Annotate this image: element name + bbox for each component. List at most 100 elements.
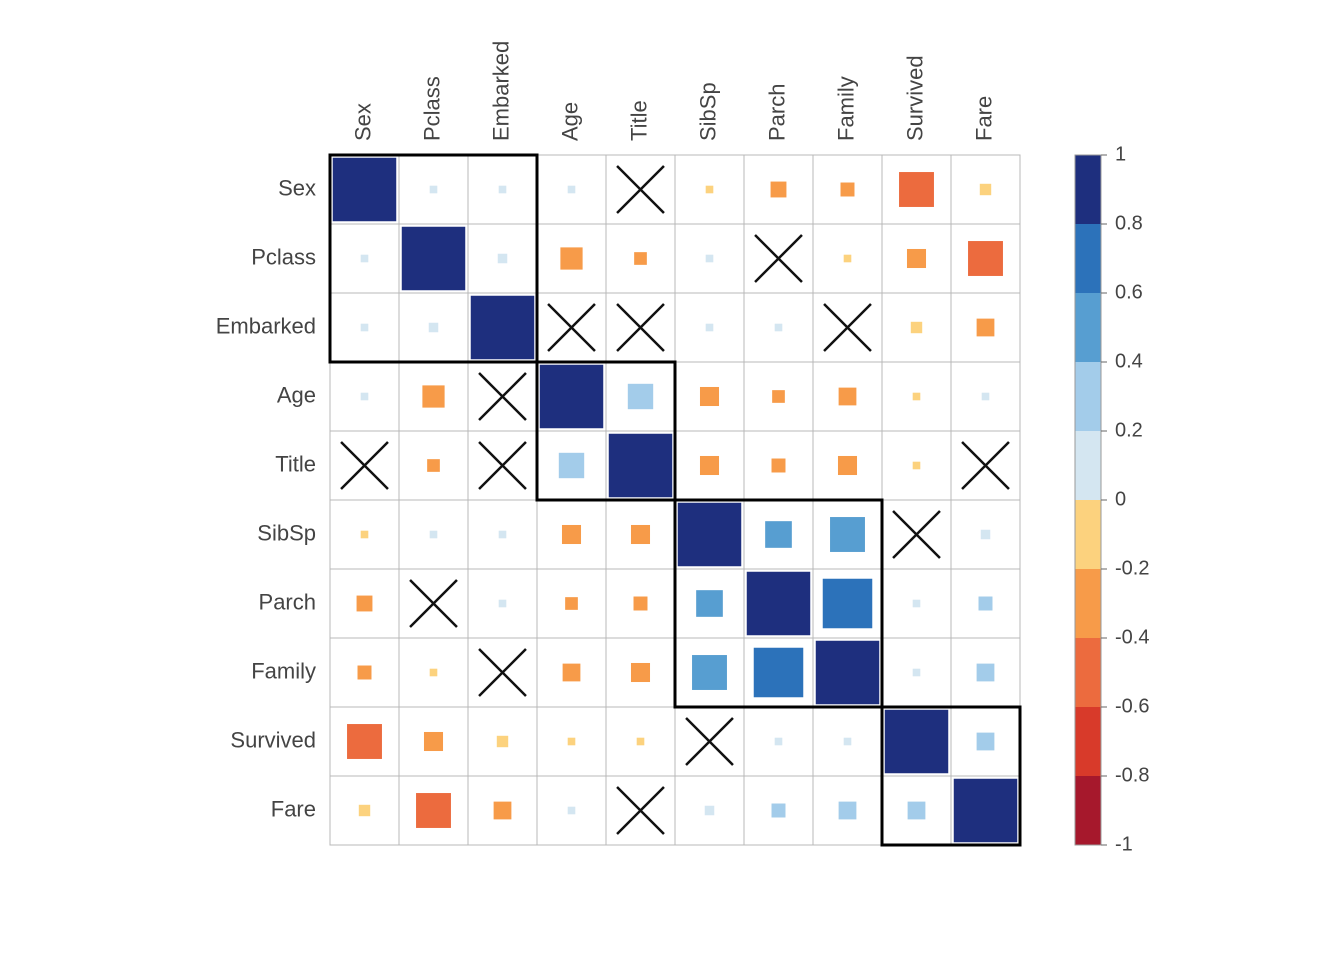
corr-square — [885, 710, 948, 773]
colorbar-segment — [1075, 431, 1101, 501]
corr-square — [357, 596, 373, 612]
corr-square — [494, 802, 512, 820]
corr-square — [913, 393, 921, 401]
row-label: Title — [275, 451, 316, 476]
corr-square — [471, 296, 534, 359]
corr-square — [565, 597, 578, 610]
row-label: Age — [277, 382, 316, 407]
corr-square — [775, 738, 783, 746]
corr-square — [839, 802, 857, 820]
corr-square — [333, 158, 396, 221]
corr-square — [772, 804, 786, 818]
corr-square — [427, 459, 440, 472]
corr-square — [540, 365, 603, 428]
corr-square — [559, 453, 584, 478]
corr-square — [765, 521, 792, 548]
colorbar-segment — [1075, 776, 1101, 846]
corr-square — [705, 806, 715, 816]
corr-square — [907, 249, 926, 268]
col-label: Age — [557, 102, 582, 141]
corr-square — [908, 802, 926, 820]
colorbar-tick-label: 0.2 — [1115, 419, 1143, 441]
corr-square — [563, 664, 581, 682]
colorbar-segment — [1075, 707, 1101, 777]
corr-square — [631, 663, 650, 682]
corr-square — [700, 456, 719, 475]
corr-square — [430, 669, 438, 677]
corr-square — [981, 530, 991, 540]
col-label: Sex — [350, 103, 375, 141]
corr-square — [979, 597, 993, 611]
corr-square — [913, 462, 921, 470]
col-label: Family — [833, 76, 858, 141]
corr-square — [841, 183, 855, 197]
corr-square — [830, 517, 865, 552]
corr-square — [706, 255, 714, 263]
corr-square — [911, 322, 922, 333]
corr-square — [429, 323, 439, 333]
col-label: Parch — [764, 84, 789, 141]
corr-square — [402, 227, 465, 290]
row-label: SibSp — [257, 520, 316, 545]
row-label: Pclass — [251, 244, 316, 269]
colorbar-tick-label: 0.4 — [1115, 350, 1143, 372]
corr-square — [424, 732, 443, 751]
corr-square — [771, 182, 787, 198]
corr-square — [696, 590, 723, 617]
corr-square — [700, 387, 719, 406]
corr-square — [358, 666, 372, 680]
colorbar-tick-label: 0.8 — [1115, 212, 1143, 234]
corr-square — [498, 254, 508, 264]
corr-square — [954, 779, 1017, 842]
colorbar-tick-label: 1 — [1115, 143, 1126, 165]
corr-square — [568, 807, 576, 815]
colorbar-tick-label: -0.4 — [1115, 626, 1149, 648]
colorbar-segment — [1075, 362, 1101, 432]
corr-square — [347, 724, 382, 759]
corr-square — [361, 393, 369, 401]
corr-square — [706, 324, 714, 332]
corr-square — [609, 434, 672, 497]
corr-square — [430, 531, 438, 539]
corr-square — [637, 738, 645, 746]
colorbar-segment — [1075, 638, 1101, 708]
corr-square — [634, 252, 647, 265]
corr-square — [568, 738, 576, 746]
corr-square — [844, 255, 852, 263]
corr-square — [361, 255, 369, 263]
corr-square — [775, 324, 783, 332]
colorbar-segment — [1075, 155, 1101, 225]
corr-square — [634, 597, 648, 611]
col-label: Title — [626, 100, 651, 141]
corr-square — [568, 186, 576, 194]
colorbar-segment — [1075, 500, 1101, 570]
col-label: SibSp — [695, 82, 720, 141]
corr-square — [844, 738, 852, 746]
colorbar-tick-label: -1 — [1115, 833, 1133, 855]
colorbar-segment — [1075, 293, 1101, 363]
colorbar-tick-label: -0.8 — [1115, 764, 1149, 786]
corr-square — [422, 385, 444, 407]
col-label: Survived — [902, 55, 927, 141]
colorbar-tick-label: -0.6 — [1115, 695, 1149, 717]
corr-square — [359, 805, 370, 816]
row-label: Survived — [230, 727, 316, 752]
row-label: Sex — [278, 175, 316, 200]
row-label: Parch — [259, 589, 316, 614]
corr-square — [839, 388, 857, 406]
corr-square — [497, 736, 508, 747]
corr-square — [754, 648, 804, 698]
colorbar-tick-label: 0.6 — [1115, 281, 1143, 303]
corr-square — [628, 384, 653, 409]
corr-square — [838, 456, 857, 475]
corr-square — [499, 531, 507, 539]
corr-square — [560, 247, 582, 269]
row-label: Embarked — [216, 313, 316, 338]
corr-square — [678, 503, 741, 566]
col-label: Pclass — [419, 76, 444, 141]
row-label: Family — [251, 658, 316, 683]
col-label: Embarked — [488, 41, 513, 141]
corr-square — [977, 733, 995, 751]
colorbar-segment — [1075, 569, 1101, 639]
corr-square — [772, 390, 785, 403]
